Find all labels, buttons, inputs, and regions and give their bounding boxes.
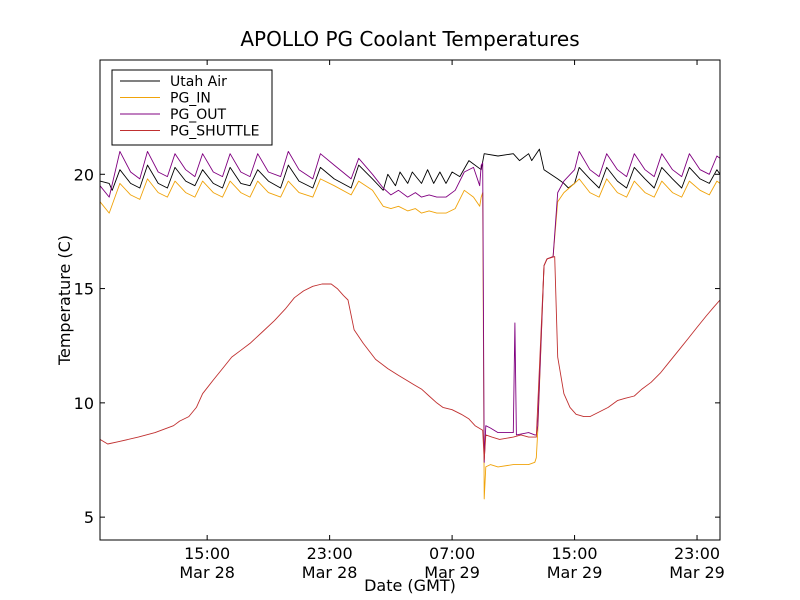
x-tick-label-time: 15:00 (184, 544, 230, 563)
series-line-utah-air (99, 148, 721, 191)
y-tick-label: 10 (74, 394, 94, 413)
x-tick-label-time: 15:00 (552, 544, 598, 563)
x-tick-label-time: 23:00 (674, 544, 720, 563)
x-tick-label-time: 23:00 (307, 544, 353, 563)
x-tick-label-date: Mar 28 (302, 563, 358, 582)
x-tick-label-date: Mar 28 (179, 563, 235, 582)
series-layer (99, 148, 721, 500)
y-tick-label: 5 (84, 508, 94, 527)
y-axis-label: Temperature (C) (55, 235, 74, 366)
series-line-pg-out (99, 150, 721, 463)
x-tick-label-date: Mar 29 (424, 563, 480, 582)
x-tick-label-time: 07:00 (429, 544, 475, 563)
legend-label: PG_SHUTTLE (170, 124, 259, 140)
x-tick-label-date: Mar 29 (669, 563, 725, 582)
series-line-pg-shuttle (99, 256, 721, 461)
x-tick-label-date: Mar 29 (547, 563, 603, 582)
chart-title: APOLLO PG Coolant Temperatures (240, 27, 579, 51)
x-axis-label: Date (GMT) (364, 576, 456, 595)
y-tick-label: 15 (74, 280, 94, 299)
y-tick-label: 20 (74, 165, 94, 184)
series-line-pg-in (99, 178, 721, 500)
y-axis-ticks: 5 10 15 20 (74, 165, 720, 527)
legend-label: PG_IN (170, 91, 211, 107)
legend-box (111, 69, 273, 146)
legend-label: PG_OUT (170, 107, 227, 123)
legend-label: Utah Air (170, 74, 227, 90)
plot-frame (99, 59, 721, 541)
